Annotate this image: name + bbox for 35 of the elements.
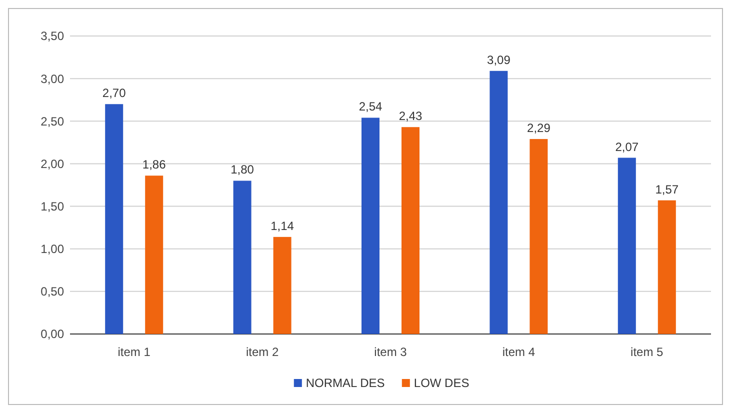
y-tick-label: 3,50 [40, 29, 64, 44]
y-tick-label: 1,00 [40, 242, 64, 256]
bar [105, 104, 124, 334]
data-label: 1,80 [230, 162, 254, 177]
bar [145, 176, 164, 334]
data-label: 2,29 [527, 121, 551, 136]
bar [233, 180, 252, 334]
x-tick-label: item 5 [630, 345, 664, 359]
data-label: 3,09 [487, 52, 511, 67]
y-tick-label: 0,50 [40, 284, 64, 299]
x-tick-label: item 4 [502, 345, 536, 359]
bar [273, 236, 292, 334]
data-label: 1,14 [270, 218, 294, 233]
bar [402, 127, 420, 334]
y-tick-label: 2,50 [40, 114, 64, 128]
data-label: 2,07 [615, 140, 639, 154]
x-tick-label: item 2 [246, 345, 279, 359]
bar [618, 158, 636, 334]
bar [362, 118, 380, 334]
y-tick-label: 1,50 [40, 199, 64, 214]
data-label: 1,57 [655, 182, 679, 196]
bar [530, 139, 548, 334]
data-label: 2,54 [358, 100, 382, 114]
legend-label: LOW DES [414, 376, 470, 390]
y-tick-label: 0,00 [40, 327, 64, 342]
legend-label: NORMAL DES [306, 376, 385, 390]
bar [658, 200, 676, 334]
y-tick-label: 3,00 [40, 72, 64, 86]
data-label: 2,43 [398, 109, 422, 124]
data-label: 2,70 [102, 86, 126, 100]
x-tick-label: item 1 [118, 345, 151, 359]
y-tick-label: 2,00 [40, 156, 64, 171]
data-label: 1,86 [142, 158, 166, 172]
x-tick-label: item 3 [374, 345, 408, 359]
bar [490, 70, 508, 334]
